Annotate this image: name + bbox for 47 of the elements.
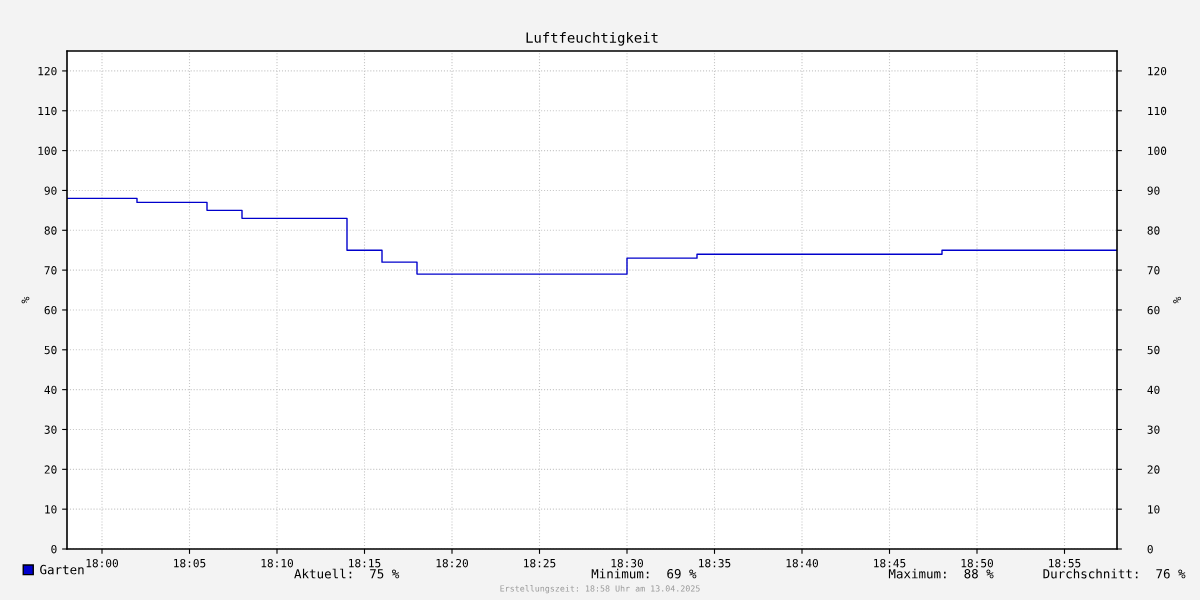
x-tick-label: 18:15 (349, 558, 381, 568)
y2-tick-label: 50 (1147, 345, 1160, 355)
y-tick-label: 90 (44, 186, 57, 195)
y-tick-label: 70 (44, 266, 57, 275)
x-tick-label: 18:20 (436, 558, 468, 568)
y2-tick-label: 60 (1147, 305, 1160, 315)
y2-tick-label: 100 (1148, 146, 1167, 156)
y-tick-label: 100 (38, 146, 57, 156)
text: Maximum: 88 % (888, 568, 994, 579)
y2-axis-title: % (1173, 296, 1181, 304)
x-tick-label: 18:00 (86, 558, 118, 568)
y-tick-label: 60 (44, 305, 57, 315)
x-tick-label: 18:55 (1049, 558, 1081, 568)
y-axis-title: % (21, 296, 30, 304)
y2-tick-label: 40 (1147, 385, 1160, 395)
x-tick-label: 18:10 (261, 558, 293, 568)
y-tick-label: 110 (38, 106, 57, 116)
y2-tick-label: 10 (1148, 505, 1160, 514)
y2-tick-label: 90 (1147, 186, 1160, 195)
x-tick-label: 18:30 (611, 558, 643, 568)
y-tick-label: 20 (44, 465, 57, 474)
x-tick-label: 18:50 (961, 558, 993, 568)
y-tick-label: 50 (44, 345, 57, 355)
y2-tick-label: 70 (1147, 266, 1160, 275)
y-tick-label: 30 (44, 425, 57, 434)
chart-title: Luftfeuchtigkeit (526, 32, 658, 46)
y-tick-label: 40 (44, 385, 57, 395)
x-tick-label: 18:05 (174, 558, 206, 568)
text: Erstellungszeit: 18:58 Uhr am 13.04.2025 (500, 585, 700, 594)
y-tick-label: 120 (38, 66, 57, 76)
y2-tick-label: 80 (1147, 226, 1160, 235)
y-tick-label: 0 (51, 545, 57, 554)
legend-label: Garten (40, 564, 84, 575)
x-tick-label: 18:25 (524, 558, 556, 568)
y2-tick-label: 30 (1147, 425, 1160, 434)
y2-tick-label: 0 (1147, 545, 1153, 554)
x-tick-label: 18:45 (874, 558, 906, 568)
y2-tick-label: 110 (1148, 106, 1167, 116)
text: Durchschnitt: 76 % (1043, 568, 1186, 579)
text: Aktuell: 75 % (294, 568, 400, 579)
text: Minimum: 69 % (591, 568, 697, 579)
y2-tick-label: 120 (1148, 66, 1167, 76)
y-tick-label: 80 (44, 226, 57, 235)
x-tick-label: 18:35 (699, 558, 731, 568)
x-tick-label: 18:40 (786, 558, 818, 568)
y2-tick-label: 20 (1147, 465, 1160, 474)
y-tick-label: 10 (45, 505, 57, 514)
